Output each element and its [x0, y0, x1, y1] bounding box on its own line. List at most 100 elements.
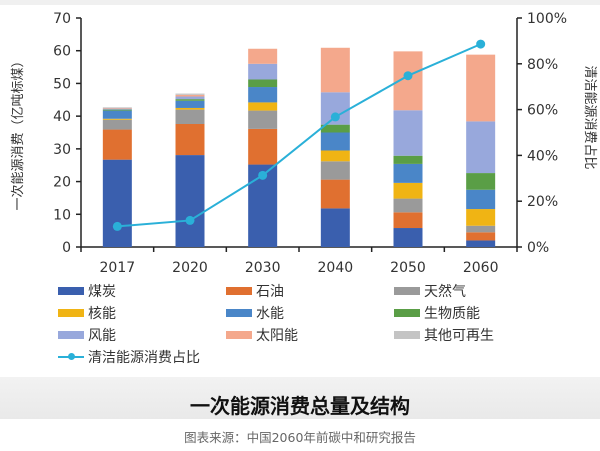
legend-item: 煤炭 [58, 281, 116, 301]
bar-segment [466, 225, 496, 233]
y2-tick-label: 20% [527, 194, 558, 210]
y2-tick-label: 40% [527, 148, 558, 164]
legend-swatch [226, 331, 252, 339]
legend-label: 煤炭 [88, 284, 116, 300]
legend-label: 石油 [256, 284, 284, 300]
y-tick-label: 10 [53, 207, 71, 223]
bar-segment [320, 161, 350, 180]
bar-segment [175, 107, 205, 110]
legend-swatch [58, 309, 84, 317]
y-axis-label: 一次能源消费（亿吨标煤） [10, 54, 26, 210]
x-tick-label: 2040 [318, 260, 354, 276]
bar-segment [248, 79, 278, 88]
x-tick-label: 2020 [172, 260, 208, 276]
bar-segment [248, 63, 278, 80]
bar-segment [466, 121, 496, 174]
bar-segment [175, 93, 205, 95]
legend-item: 生物质能 [394, 303, 480, 323]
legend-label: 风能 [88, 328, 116, 344]
chart-title: 一次能源消费总量及结构 [190, 394, 410, 418]
bar-segment [320, 132, 350, 151]
bar-segment [393, 163, 423, 183]
y2-tick-label: 0% [527, 240, 549, 256]
bar-segment [393, 198, 423, 213]
legend-item: 太阳能 [226, 325, 298, 345]
bar-segment [102, 118, 132, 120]
bar-segment [248, 128, 278, 165]
legend-item: 风能 [58, 325, 116, 345]
bar-segment [320, 150, 350, 162]
bar-segment [175, 123, 205, 156]
bar-segment [102, 107, 132, 108]
bar-segment [175, 100, 205, 108]
bar-segment [175, 94, 205, 97]
y-tick-label: 20 [53, 175, 71, 191]
legend-label: 生物质能 [424, 306, 480, 322]
y-tick-label: 40 [53, 109, 71, 125]
bar-segment [102, 129, 132, 160]
legend-line-marker [58, 353, 84, 360]
legend-swatch [226, 309, 252, 317]
bar-segment [466, 232, 496, 241]
bar-segment [466, 173, 496, 190]
line-point [403, 71, 413, 81]
y-tick-label: 30 [53, 142, 71, 158]
bar-segment [320, 179, 350, 209]
y2-tick-label: 80% [527, 57, 558, 73]
x-tick-label: 2030 [245, 260, 281, 276]
bar-segment [393, 212, 423, 229]
line-point [476, 39, 486, 49]
x-tick-label: 2050 [390, 260, 426, 276]
legend-label: 天然气 [424, 284, 466, 300]
legend-item: 天然气 [394, 281, 466, 301]
top-strip [0, 0, 600, 5]
legend-swatch [394, 331, 420, 339]
legend-item: 核能 [58, 303, 116, 323]
source-note: 图表来源：中国2060年前碳中和研究报告 [184, 430, 416, 445]
legend-swatch [226, 287, 252, 295]
bar-segment [175, 99, 205, 101]
bar-segment [466, 209, 496, 226]
line-point [185, 215, 195, 225]
bar-segment [102, 159, 132, 247]
legend-swatch [58, 287, 84, 295]
y-tick-label: 0 [62, 240, 71, 256]
legend-dot [68, 353, 75, 360]
bar-segment [320, 208, 350, 247]
legend-label: 太阳能 [256, 328, 298, 344]
legend-label: 其他可再生 [424, 328, 494, 344]
bar-segment [102, 110, 132, 119]
legend-label: 核能 [88, 306, 116, 322]
bar-segment [466, 54, 496, 122]
bar-segment [175, 96, 205, 100]
x-tick-label: 2017 [100, 260, 136, 276]
bar-segment [248, 102, 278, 111]
bar-segment [248, 110, 278, 129]
legend-item: 清洁能源消费占比 [58, 347, 200, 367]
line-point [258, 170, 268, 180]
bar-segment [248, 87, 278, 103]
y-tick-label: 60 [53, 44, 71, 60]
bar-segment [102, 109, 132, 111]
bar-segment [102, 107, 132, 109]
y2-axis-label: 清洁能源消费占比 [582, 65, 597, 169]
bar-segment [393, 110, 423, 156]
bar-segment [175, 155, 205, 247]
legend-swatch [58, 331, 84, 339]
bar-segment [466, 240, 496, 247]
x-tick-label: 2060 [463, 260, 499, 276]
legend-label: 水能 [256, 306, 284, 322]
clean-energy-line [117, 43, 482, 228]
bar-segment [320, 124, 350, 133]
bar-segment [393, 155, 423, 164]
bar-segment [175, 109, 205, 124]
bar-segment [248, 48, 278, 64]
y-tick-label: 70 [53, 11, 71, 27]
legend-label: 清洁能源消费占比 [88, 350, 200, 366]
legend-swatch [394, 309, 420, 317]
title-banner [0, 377, 600, 419]
bar-segment [320, 47, 350, 93]
bar-segment [393, 228, 423, 247]
bar-segment [102, 119, 132, 130]
y2-tick-label: 100% [527, 11, 567, 27]
